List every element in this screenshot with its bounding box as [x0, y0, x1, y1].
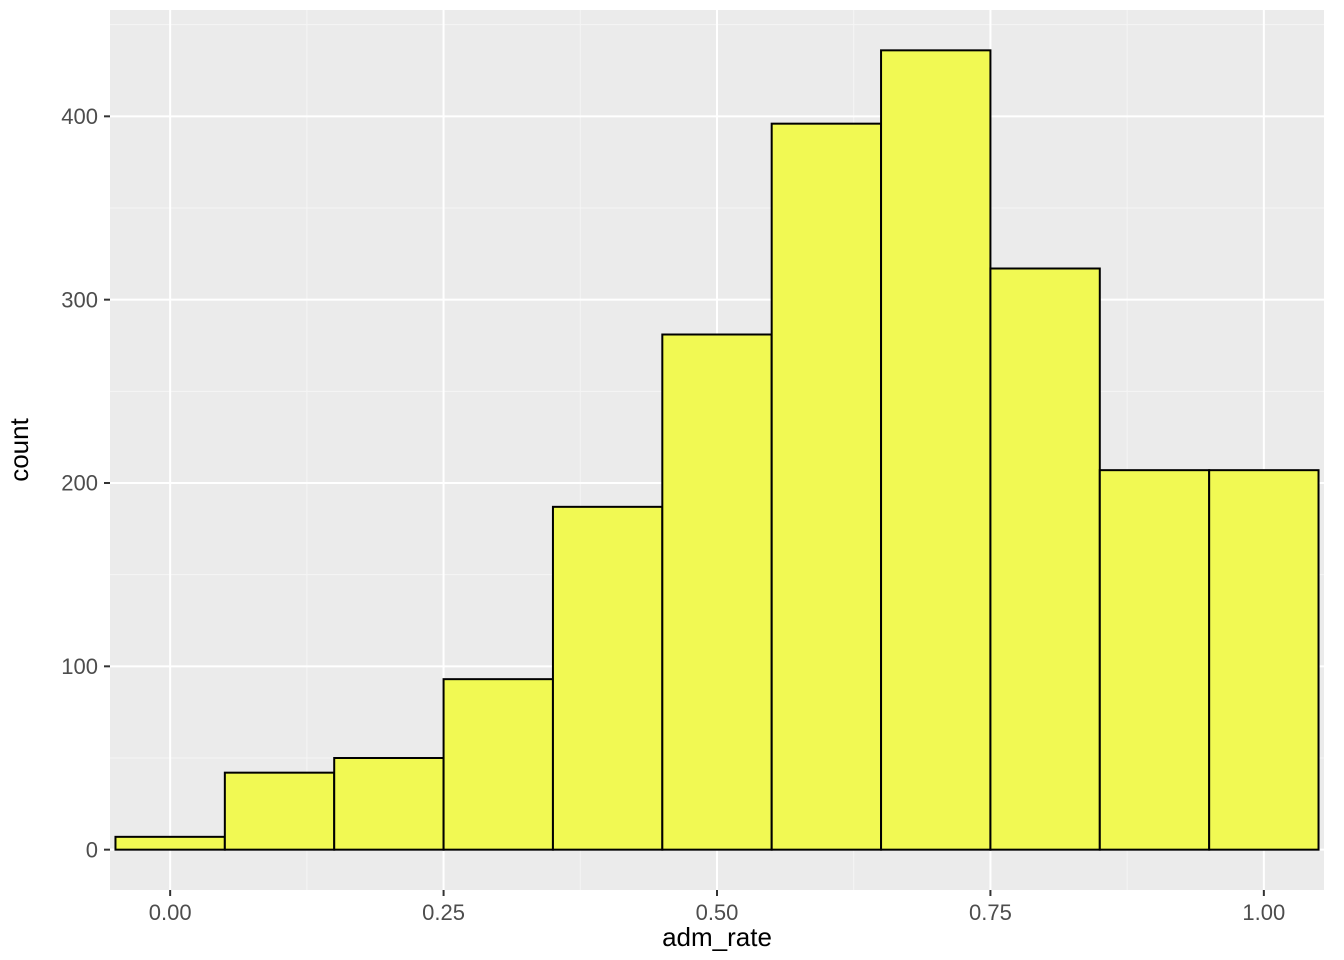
x-tick-label: 0.25 — [422, 900, 465, 925]
x-axis-title: adm_rate — [662, 922, 772, 952]
histogram-bar — [1100, 470, 1209, 849]
histogram-bar — [334, 758, 443, 850]
y-tick-label: 200 — [61, 471, 98, 496]
histogram-bar — [225, 773, 334, 850]
chart-svg: 0.000.250.500.751.000100200300400adm_rat… — [0, 0, 1344, 960]
histogram-bar — [772, 124, 881, 850]
x-tick-label: 0.75 — [969, 900, 1012, 925]
y-axis: 0 100 200 300 400 — [61, 104, 110, 862]
y-tick-label: 300 — [61, 287, 98, 312]
x-axis: 0.000.250.500.751.00 — [149, 890, 1286, 925]
histogram-bar — [990, 269, 1099, 850]
histogram-chart: 0.000.250.500.751.000100200300400adm_rat… — [0, 0, 1344, 960]
histogram-bar — [444, 679, 553, 850]
y-tick-label: 400 — [61, 104, 98, 129]
histogram-bar — [553, 507, 662, 850]
y-tick-label: 0 — [86, 837, 98, 862]
histogram-bar — [662, 335, 771, 850]
y-axis-title: count — [4, 417, 34, 481]
histogram-bar — [1209, 470, 1318, 849]
x-tick-label: 1.00 — [1242, 900, 1285, 925]
x-tick-label: 0.00 — [149, 900, 192, 925]
histogram-bar — [881, 50, 990, 849]
y-tick-label: 100 — [61, 654, 98, 679]
histogram-bar — [115, 837, 224, 850]
